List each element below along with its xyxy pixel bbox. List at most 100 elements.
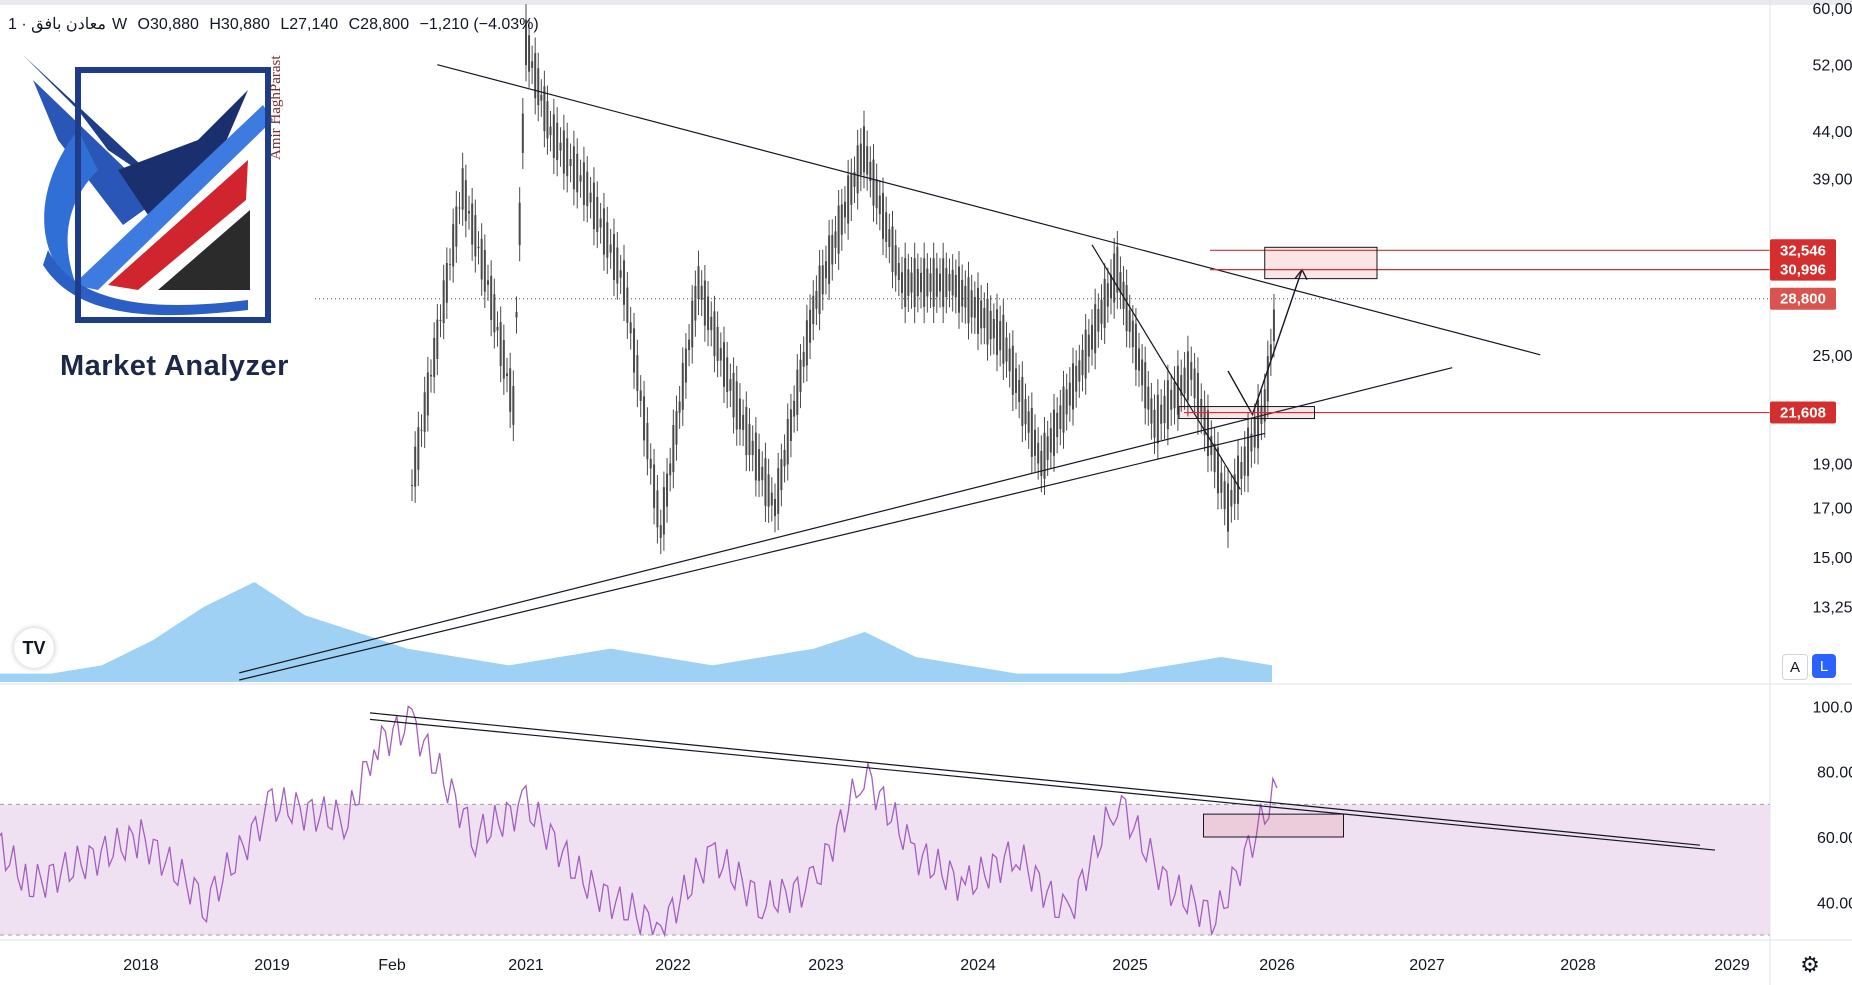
candle-body [633, 328, 636, 373]
price-tick-label: 15,000 [1813, 550, 1852, 567]
candle-body [1247, 427, 1250, 477]
candle-body [487, 280, 489, 285]
candle-body [1091, 324, 1093, 350]
candle-body [996, 309, 998, 356]
candle-body [901, 272, 903, 293]
candle-body [480, 238, 483, 280]
candle-body [799, 359, 802, 392]
gear-icon[interactable]: ⚙ [1800, 952, 1820, 977]
time-tick-label: 2028 [1560, 957, 1596, 974]
candle-body [863, 126, 865, 173]
candle-body [891, 226, 894, 273]
candle-body [742, 414, 745, 430]
candle-body [411, 484, 413, 486]
candle-body [1072, 363, 1074, 410]
candle-body [1087, 334, 1090, 357]
candle-body [455, 206, 458, 247]
market-analyzer-logo [23, 55, 273, 323]
candle-body [629, 322, 632, 334]
candle-body [669, 463, 672, 476]
price-tick-label: 44,000 [1813, 124, 1852, 141]
candle-body [464, 180, 467, 222]
interval-label[interactable]: · 1W [8, 16, 128, 33]
candle-body [1272, 309, 1275, 342]
time-tick-label: Feb [378, 957, 406, 974]
candle-body [449, 263, 451, 265]
candle-body [926, 268, 929, 297]
candle-body [521, 113, 524, 153]
candle-body [1253, 419, 1256, 448]
open-value: O30,880 [137, 16, 199, 33]
candle-body [653, 464, 656, 509]
candle-body [796, 369, 799, 415]
candle-body [452, 224, 455, 267]
candle-body [417, 427, 420, 470]
rsi-trendline [369, 712, 1701, 846]
candle-body [1220, 472, 1223, 493]
price-tick-label: 17,000 [1813, 501, 1852, 518]
price-level-tag [1770, 287, 1836, 310]
candle-body [546, 101, 549, 139]
candle-body [552, 114, 555, 158]
candle-body [894, 245, 897, 276]
time-tick-label: 2018 [123, 957, 159, 974]
log-scale-button[interactable]: L [1812, 654, 1836, 678]
time-tick-label: 2027 [1409, 957, 1445, 974]
candle-body [1094, 304, 1097, 354]
candle-body [920, 272, 922, 293]
price-tick-label: 19,000 [1813, 457, 1852, 474]
candle-body [853, 171, 856, 187]
candle-body [977, 287, 979, 334]
candle-body [882, 193, 884, 239]
candle-body [589, 192, 592, 203]
candle-body [688, 339, 691, 351]
candle-body [967, 277, 970, 324]
candle-body [1170, 389, 1173, 410]
candle-body [732, 372, 735, 418]
candle-body [1266, 356, 1269, 402]
auto-scale-button[interactable]: A [1782, 654, 1808, 680]
candle-body [433, 337, 436, 378]
candle-body [1269, 344, 1272, 360]
symbol-name[interactable]: معادن بافق [31, 16, 106, 33]
candle-body [824, 261, 827, 279]
candle-body [426, 372, 429, 416]
candle-body [958, 266, 960, 313]
time-tick-label: 2019 [254, 957, 290, 974]
candle-body [726, 357, 729, 393]
tradingview-logo-icon[interactable]: TV [14, 628, 54, 668]
candle-body [1160, 404, 1163, 424]
candle-body [556, 122, 559, 161]
support-zone-box [1178, 406, 1315, 420]
candle-body [1100, 299, 1103, 324]
candle-body [1037, 442, 1040, 464]
candle-body [948, 274, 951, 292]
time-tick-label: 2023 [808, 957, 844, 974]
high-value: H30,880 [209, 16, 270, 33]
candle-body [767, 474, 770, 507]
candle-body [1203, 406, 1206, 436]
candle-body [1034, 429, 1036, 456]
candle-body [1233, 474, 1236, 504]
candle-body [713, 311, 716, 357]
candle-body [534, 52, 537, 99]
candle-body [859, 143, 862, 175]
candle-body [445, 262, 448, 303]
candle-body [458, 207, 461, 209]
candle-body [566, 138, 569, 177]
candle-body [1260, 405, 1263, 424]
candle-body [496, 326, 499, 331]
rsi-trendline [369, 718, 1716, 851]
rsi-tick-label: 100.00 [1813, 699, 1852, 716]
candle-body [678, 401, 681, 413]
candle-body [729, 379, 732, 391]
candle-body [802, 351, 805, 367]
candle-body [649, 458, 652, 469]
candle-body [506, 373, 508, 377]
candle-body [1021, 376, 1024, 426]
candle-body [907, 269, 910, 296]
price-level-tag [1770, 239, 1836, 262]
candle-body [869, 161, 872, 182]
candle-body [691, 300, 694, 348]
